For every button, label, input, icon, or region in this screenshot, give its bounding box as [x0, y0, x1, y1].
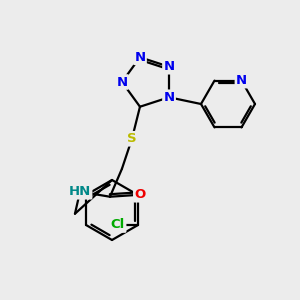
Text: S: S	[127, 132, 137, 145]
Text: N: N	[116, 76, 128, 88]
Text: N: N	[134, 51, 146, 64]
Text: O: O	[134, 188, 146, 201]
Text: HN: HN	[69, 185, 91, 198]
Text: N: N	[236, 74, 247, 87]
Text: N: N	[164, 60, 175, 73]
Text: Cl: Cl	[111, 218, 125, 232]
Text: N: N	[164, 91, 175, 104]
